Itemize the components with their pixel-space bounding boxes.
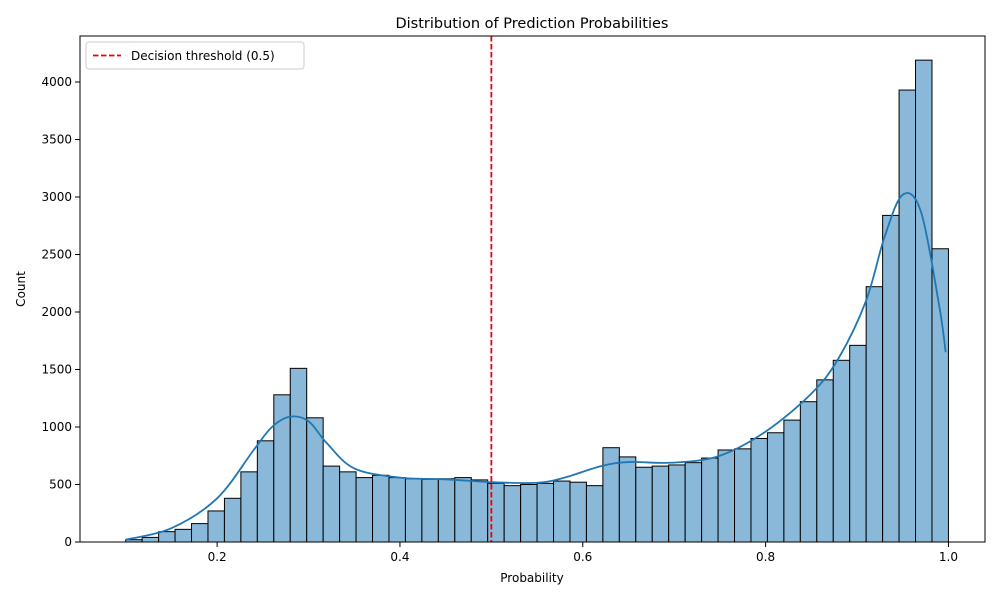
histogram-bar [421, 478, 439, 543]
histogram-bar [404, 478, 423, 543]
histogram-bar [915, 59, 933, 543]
histogram-bar [256, 440, 275, 543]
x-tick-label: 0.8 [756, 550, 775, 564]
x-tick-label: 1.0 [939, 550, 958, 564]
histogram-bar [520, 484, 538, 543]
legend-threshold-label: Decision threshold (0.5) [131, 49, 275, 63]
y-axis-label: Count [14, 271, 28, 307]
histogram-bar [437, 478, 456, 543]
y-tick-label: 3000 [41, 190, 72, 204]
x-tick-label: 0.6 [573, 550, 592, 564]
histogram-bar [569, 481, 587, 543]
plot-frame [79, 35, 986, 543]
x-axis: 0.2 0.4 0.6 0.8 1.0 [208, 542, 958, 564]
histogram-bar [553, 480, 571, 543]
y-axis: 0 500 1000 1500 2000 2500 3000 3500 4000 [41, 75, 80, 549]
histogram-bar [289, 367, 308, 543]
histogram-bar [355, 477, 374, 543]
x-tick-label: 0.4 [390, 550, 409, 564]
histogram-bar [832, 359, 851, 543]
histogram-bar [849, 344, 867, 543]
y-tick-label: 0 [64, 535, 72, 549]
histogram-bar [783, 419, 801, 543]
plot-area [79, 35, 986, 543]
x-axis-label: Probability [500, 571, 563, 585]
histogram-bar [536, 482, 555, 543]
histogram-bar [684, 462, 703, 543]
kde-curve [125, 192, 947, 541]
histogram-bar [668, 464, 686, 543]
histogram-bar [454, 477, 472, 543]
legend-box [85, 41, 305, 70]
histogram-bar [865, 286, 884, 543]
histogram-bar [158, 531, 176, 543]
histogram-bar [503, 485, 522, 543]
y-tick-label: 2500 [41, 248, 72, 262]
y-tick-label: 2000 [41, 305, 72, 319]
histogram-bar [207, 510, 225, 543]
histogram-bar [766, 432, 785, 543]
histogram-bar [898, 89, 917, 543]
y-tick-label: 1000 [41, 420, 72, 434]
histogram-bar [816, 379, 834, 543]
histogram-bar [931, 248, 949, 543]
histogram-bar [487, 482, 505, 543]
x-tick-label: 0.2 [208, 550, 227, 564]
y-tick-label: 4000 [41, 75, 72, 89]
chart-title: Distribution of Prediction Probabilities [395, 16, 668, 32]
histogram-bar [651, 465, 670, 543]
legend: Decision threshold (0.5) [85, 41, 305, 70]
histogram-bar [470, 479, 489, 543]
y-tick-label: 500 [49, 478, 72, 492]
histogram-bar [141, 536, 160, 543]
y-tick-label: 3500 [41, 133, 72, 147]
histogram-bar [388, 477, 406, 543]
y-tick-label: 1500 [41, 363, 72, 377]
histogram-bar [174, 528, 193, 543]
histogram-bar [882, 214, 900, 543]
histogram-bar [635, 466, 653, 543]
histogram-bar [322, 465, 341, 543]
histogram-bar [717, 449, 736, 543]
histogram-bar [799, 401, 818, 543]
histogram-bar [734, 448, 752, 543]
histogram-bar [223, 497, 242, 543]
histogram-bar [585, 485, 604, 543]
histogram-bar [191, 523, 209, 543]
histogram-bar [701, 457, 719, 543]
histogram-bar [240, 471, 258, 543]
histogram-bar [618, 456, 637, 543]
histogram-bar [372, 474, 390, 543]
histogram-bar [602, 447, 620, 543]
histogram-bar [750, 438, 768, 543]
histogram-bar [339, 471, 357, 543]
